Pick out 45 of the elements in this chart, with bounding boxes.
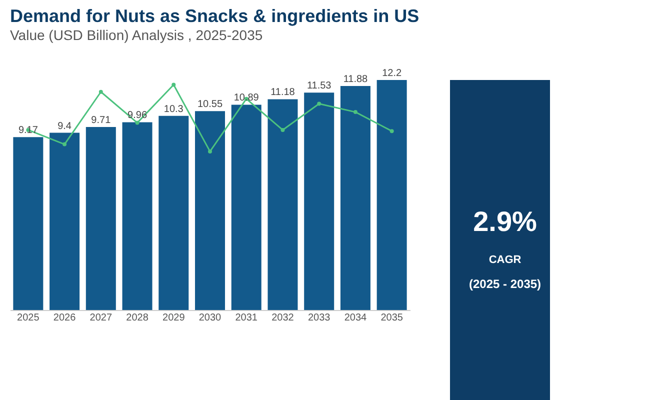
bar <box>304 92 334 310</box>
x-tick-label: 2029 <box>162 312 186 324</box>
data-label: 10.89 <box>234 92 260 104</box>
bar <box>122 122 152 310</box>
data-label: 11.53 <box>306 80 332 92</box>
bar <box>50 132 80 310</box>
bar <box>340 86 370 310</box>
bar <box>268 99 298 310</box>
bar <box>376 80 407 310</box>
chart-title: Demand for Nuts as Snacks & ingredients in US <box>10 6 420 26</box>
x-tick-label: 2030 <box>198 312 222 324</box>
point <box>353 110 358 114</box>
x-tick-label: 2033 <box>308 312 331 324</box>
x-tick-label: 2026 <box>53 312 76 324</box>
chart-subtitle: Value (USD Billion) Analysis , 2025-2035 <box>10 27 263 43</box>
data-label: 11.88 <box>343 74 368 86</box>
point <box>280 128 285 132</box>
data-label: 12.2 <box>382 68 402 79</box>
data-label: 10.3 <box>164 104 184 115</box>
x-tick-label: 2027 <box>90 312 112 324</box>
bar <box>158 116 189 310</box>
x-tick-label: 2032 <box>272 312 294 324</box>
bar <box>195 111 225 310</box>
text: (2025 - 2035) <box>468 277 542 291</box>
bar <box>13 137 44 310</box>
point <box>317 102 322 106</box>
point <box>390 129 394 134</box>
point <box>98 90 103 94</box>
bar <box>231 104 262 310</box>
x-tick-label: 2034 <box>344 312 368 324</box>
bar <box>86 126 116 310</box>
point <box>208 149 212 154</box>
point <box>172 82 176 87</box>
data-label: 9.4 <box>58 120 72 132</box>
x-tick-label: 2035 <box>380 312 404 324</box>
data-label: 10.55 <box>197 99 223 110</box>
data-label: 11.18 <box>270 87 296 98</box>
text: CAGR <box>488 254 522 266</box>
x-tick-label: 2028 <box>126 312 149 324</box>
point <box>135 120 140 125</box>
point <box>62 142 67 146</box>
x-tick-label: 2031 <box>235 312 258 324</box>
text: 2.9% <box>473 206 538 237</box>
x-tick-label: 2025 <box>17 312 40 324</box>
data-label: 9.71 <box>91 114 112 126</box>
